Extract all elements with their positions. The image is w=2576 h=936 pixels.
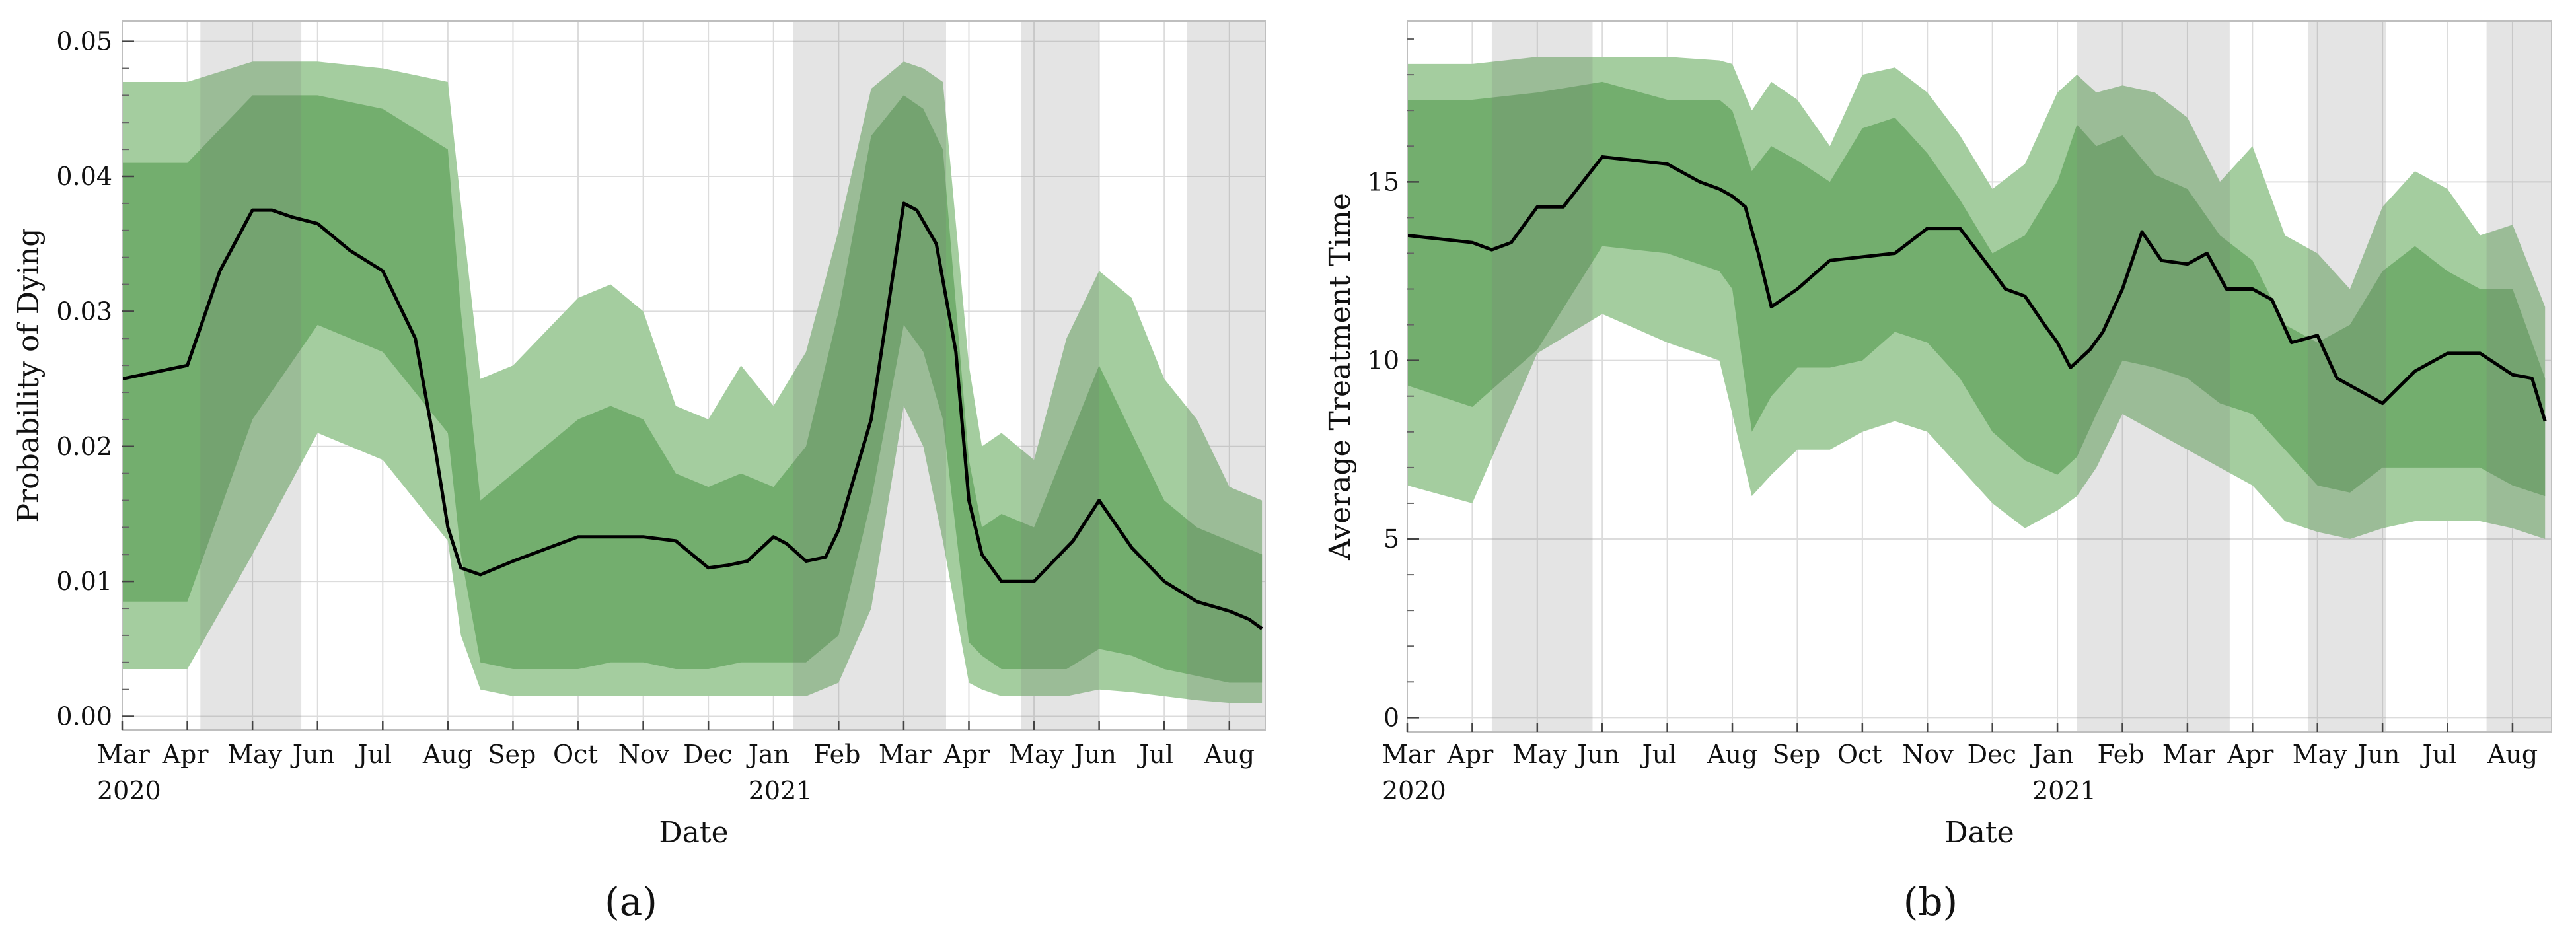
x-tick-label: Sep (488, 740, 536, 769)
x-tick-label: Feb (813, 740, 860, 769)
x-tick-label: Apr (2226, 740, 2274, 769)
x-axis-title: Date (659, 816, 728, 849)
x-tick-label: May (1512, 740, 1568, 769)
x-tick-label: Jul (355, 740, 392, 769)
shaded-period (200, 21, 302, 730)
x-axis-title: Date (1944, 816, 2014, 849)
year-label: 2021 (2032, 776, 2096, 805)
x-tick-label: Jun (2355, 740, 2400, 769)
y-axis-title: Average Treatment Time (1323, 193, 1357, 561)
y-tick-label: 0.04 (56, 162, 112, 191)
x-tick-label: Jul (2420, 740, 2457, 769)
x-tick-label: Apr (943, 740, 990, 769)
x-tick-label: Mar (1382, 740, 1436, 769)
x-tick-label: Dec (683, 740, 732, 769)
x-tick-label: Jan (746, 740, 790, 769)
y-tick-label: 5 (1383, 524, 1399, 554)
shaded-period (793, 21, 946, 730)
x-tick-label: Sep (1772, 740, 1820, 769)
x-tick-label: Jul (1136, 740, 1173, 769)
plot-area (1407, 21, 2552, 732)
y-tick-label: 15 (1368, 167, 1399, 196)
x-tick-label: Jun (1574, 740, 1619, 769)
x-tick-label: Aug (2487, 740, 2538, 769)
x-tick-label: Mar (879, 740, 932, 769)
y-tick-label: 0.01 (56, 567, 112, 596)
median-line (1407, 155, 2547, 422)
panel-label: (a) (605, 879, 657, 924)
shaded-period (1021, 21, 1099, 730)
shaded-period (1491, 21, 1593, 732)
plot-frame (1407, 20, 2552, 733)
x-tick-label: Jan (2030, 740, 2073, 769)
x-tick-label: Feb (2098, 740, 2145, 769)
x-tick-label: May (1009, 740, 1064, 769)
x-tick-label: Jun (1072, 740, 1117, 769)
x-tick-label: Mar (2162, 740, 2216, 769)
x-tick-label: Apr (162, 740, 209, 769)
x-tick-label: Aug (1204, 740, 1255, 769)
y-tick-label: 10 (1368, 346, 1399, 375)
y-tick-label: 0.03 (56, 297, 112, 326)
shaded-period (2307, 21, 2386, 732)
x-tick-label: Jun (290, 740, 335, 769)
x-tick-label: May (2293, 740, 2348, 769)
x-tick-label: Dec (1968, 740, 2016, 769)
year-label: 2021 (749, 776, 813, 805)
x-tick-label: Oct (553, 740, 598, 769)
plot-frame (122, 20, 1266, 731)
y-tick-label: 0 (1383, 703, 1399, 732)
shaded-period (2077, 21, 2230, 732)
x-tick-label: Nov (1902, 740, 1954, 769)
x-tick-label: May (227, 740, 283, 769)
x-tick-label: Oct (1837, 740, 1882, 769)
plot-area (122, 21, 1265, 730)
median-line (122, 201, 1263, 630)
x-tick-label: Apr (1446, 740, 1494, 769)
year-label: 2020 (1382, 776, 1446, 805)
x-tick-label: Aug (422, 740, 473, 769)
x-tick-label: Jul (1640, 740, 1677, 769)
x-tick-label: Aug (1707, 740, 1757, 769)
y-axis-title: Probability of Dying (12, 229, 46, 523)
panel-label: (b) (1903, 879, 1958, 924)
x-tick-label: Nov (618, 740, 670, 769)
y-tick-label: 0.00 (56, 702, 112, 731)
credible-band-inner (1407, 81, 2546, 497)
y-tick-label: 0.05 (56, 27, 112, 56)
year-label: 2020 (97, 776, 161, 805)
x-tick-label: Mar (97, 740, 151, 769)
y-tick-label: 0.02 (56, 432, 112, 461)
